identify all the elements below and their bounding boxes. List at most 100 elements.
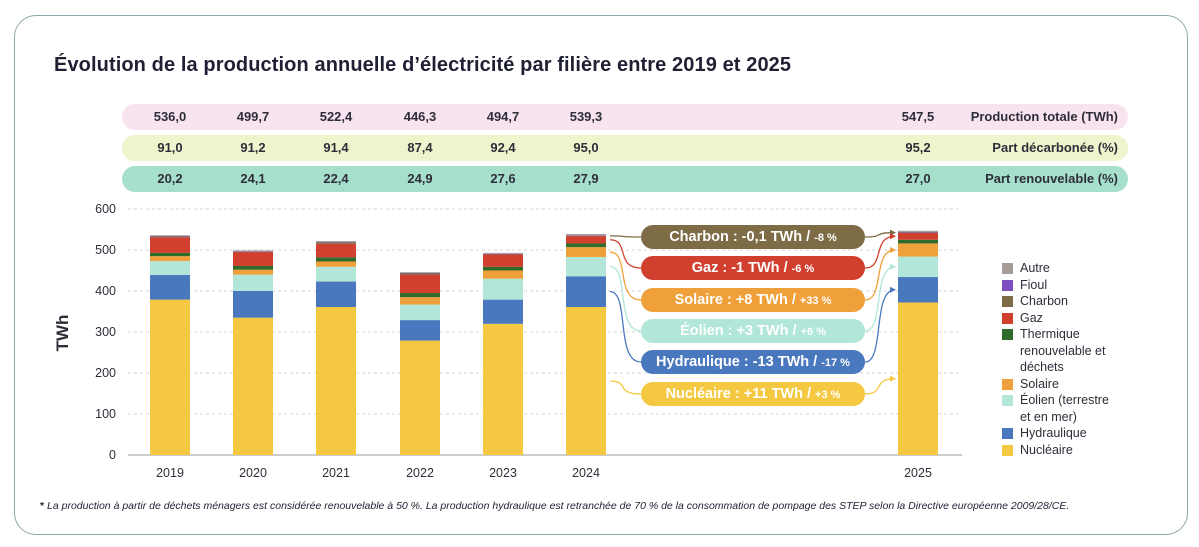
bar-segment [483, 270, 523, 279]
annotation-percent: +3 % [815, 389, 841, 401]
x-tick-label: 2020 [239, 466, 267, 480]
y-tick-label: 100 [95, 407, 116, 421]
annotation-percent: +33 % [799, 295, 832, 307]
footnote: * La production à partir de déchets ména… [40, 500, 1070, 512]
bar-segment [566, 247, 606, 257]
y-axis-title: TWh [53, 315, 72, 352]
bar-segment [898, 239, 938, 244]
bar-segment [233, 269, 273, 275]
annotation-text: Éolien : +3 TWh / [680, 323, 801, 339]
bar-segment [898, 231, 938, 233]
bar-segment [316, 241, 356, 243]
summary-value: 539,3 [569, 109, 603, 124]
x-tick-label: 2025 [904, 466, 932, 480]
bar-segment [483, 252, 523, 254]
bar-segment [898, 232, 938, 233]
bar-segment [400, 297, 440, 305]
annotation-pill: Charbon : -0,1 TWh / -8 % [641, 225, 865, 249]
x-tick-label: 2019 [156, 466, 184, 480]
summary-value: 91,2 [240, 140, 266, 155]
bar-segment [566, 256, 606, 277]
annotation-connector [609, 251, 642, 301]
bar-segment [483, 266, 523, 271]
legend-item-nucleaire: Nucléaire [1002, 442, 1122, 459]
legend-item-eolien: Éolien (terrestre et en mer) [1002, 392, 1122, 425]
summary-value: 27,9 [573, 171, 599, 186]
bar-segment [233, 265, 273, 270]
bar-segment [898, 256, 938, 278]
summary-value: 91,0 [157, 140, 183, 155]
summary-value: 522,4 [319, 109, 353, 124]
bar-segment [316, 266, 356, 282]
bar-segment [483, 299, 523, 324]
bar-segment [400, 273, 440, 275]
summary-value: 20,2 [157, 171, 183, 186]
legend-swatch [1002, 296, 1013, 307]
summary-value: 24,9 [407, 171, 433, 186]
bar-segment [150, 235, 190, 237]
y-tick-label: 300 [95, 325, 116, 339]
x-tick-label: 2022 [406, 466, 434, 480]
annotation-connector [609, 290, 642, 363]
annotation-arrowhead [890, 263, 896, 270]
annotation-connector [609, 380, 642, 395]
bar-segment [566, 236, 606, 244]
x-tick-label: 2024 [572, 466, 600, 480]
bar-segment [316, 242, 356, 244]
summary-value: 92,4 [490, 140, 516, 155]
bar-segment [233, 251, 273, 252]
x-tick-label: 2023 [489, 466, 517, 480]
bar-segment [233, 251, 273, 253]
annotation-text: Hydraulique : -13 TWh / [656, 354, 822, 370]
annotation-text: Solaire : +8 TWh / [674, 292, 800, 308]
annotation-arrowhead [890, 233, 896, 240]
legend-swatch [1002, 312, 1013, 324]
bar-segment [566, 235, 606, 237]
summary-value: 87,4 [407, 140, 433, 155]
bar-segment [898, 243, 938, 257]
bar-segment [150, 236, 190, 238]
annotation-pill: Éolien : +3 TWh / +6 % [641, 319, 865, 343]
annotation-connector [609, 265, 642, 332]
summary-label: Part renouvelable (%) [985, 171, 1118, 186]
bar-segment [483, 278, 523, 300]
chart-title: Évolution de la production annuelle d’él… [54, 54, 792, 76]
bar-segment [400, 272, 440, 274]
legend-item-charbon: Charbon [1002, 293, 1122, 310]
summary-value: 547,5 [901, 109, 935, 124]
y-tick-label: 600 [95, 202, 116, 216]
bar-segment [400, 293, 440, 298]
bar-segment [898, 232, 938, 240]
legend-swatch [1002, 428, 1013, 439]
summary-row: 20,2 24,1 22,4 24,9 27,6 27,9 27,0 Part renouve… [122, 166, 1128, 192]
summary-value: 446,3 [403, 109, 437, 124]
y-tick-label: 0 [109, 448, 116, 462]
summary-value: 536,0 [153, 109, 187, 124]
summary-row: 536,0 499,7 522,4 446,3 494,7 539,3 547,5 Produ… [122, 104, 1128, 130]
bar-segment [316, 261, 356, 267]
bar-segment [898, 230, 938, 232]
legend-item-solaire: Solaire [1002, 376, 1122, 393]
bar-segment [566, 243, 606, 248]
legend-item-hydraulique: Hydraulique [1002, 425, 1122, 442]
legend-item-autre: Autre [1002, 260, 1122, 277]
bar-segment [483, 254, 523, 267]
annotation-pill: Gaz : -1 TWh / -6 % [641, 256, 865, 280]
legend-swatch [1002, 329, 1013, 340]
legend-item-fioul: Fioul [1002, 277, 1122, 294]
summary-value: 24,1 [240, 171, 266, 186]
legend-swatch [1002, 279, 1013, 291]
summary-value: 22,4 [323, 171, 349, 186]
legend: Autre Fioul Charbon Gaz Thermique renouv… [1002, 260, 1122, 458]
bar-segment [150, 261, 190, 276]
bar-segment [566, 306, 606, 455]
bar-segment [233, 252, 273, 266]
annotation-connector [864, 235, 896, 269]
annotation-arrowhead [890, 375, 896, 382]
bar-segment [150, 237, 190, 253]
bar-segment [316, 243, 356, 258]
bar-segment [150, 252, 190, 257]
annotation-pill: Hydraulique : -13 TWh / -17 % [641, 350, 865, 374]
y-tick-label: 400 [95, 284, 116, 298]
summary-value: 27,0 [905, 171, 931, 186]
